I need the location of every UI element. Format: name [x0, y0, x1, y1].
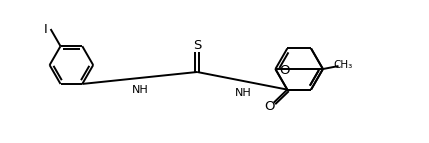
- Text: NH: NH: [133, 85, 149, 95]
- Text: NH: NH: [235, 88, 251, 98]
- Text: CH₃: CH₃: [334, 60, 353, 70]
- Text: I: I: [44, 23, 48, 36]
- Text: S: S: [193, 39, 201, 52]
- Text: O: O: [279, 63, 290, 77]
- Text: O: O: [264, 100, 275, 113]
